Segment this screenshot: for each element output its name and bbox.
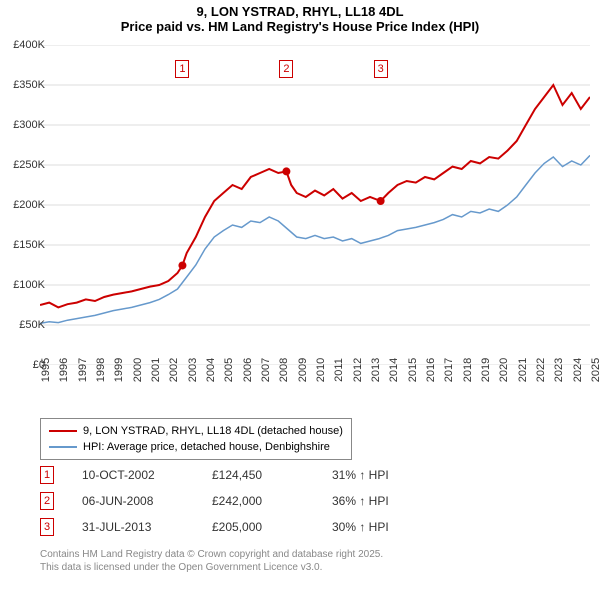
footer: Contains HM Land Registry data © Crown c… [40, 548, 383, 574]
y-tick-label: £200K [13, 199, 45, 211]
x-tick-label: 2000 [132, 358, 144, 382]
x-tick-label: 2019 [480, 358, 492, 382]
x-tick-label: 2018 [462, 358, 474, 382]
title-block: 9, LON YSTRAD, RHYL, LL18 4DL Price paid… [0, 0, 600, 36]
y-tick-label: £400K [13, 39, 45, 51]
x-tick-label: 1999 [113, 358, 125, 382]
chart-svg [40, 45, 590, 365]
x-tick-label: 2013 [370, 358, 382, 382]
legend-item: HPI: Average price, detached house, Denb… [49, 439, 343, 455]
x-tick-label: 1995 [40, 358, 52, 382]
chart-marker-1: 1 [175, 60, 189, 78]
title-address: 9, LON YSTRAD, RHYL, LL18 4DL [0, 4, 600, 19]
legend-swatch [49, 430, 77, 432]
legend-item: 9, LON YSTRAD, RHYL, LL18 4DL (detached … [49, 423, 343, 439]
x-tick-label: 2020 [498, 358, 510, 382]
x-tick-label: 2005 [223, 358, 235, 382]
title-subtitle: Price paid vs. HM Land Registry's House … [0, 19, 600, 34]
x-tick-label: 2017 [443, 358, 455, 382]
transaction-marker: 2 [40, 492, 54, 510]
transaction-marker: 1 [40, 466, 54, 484]
legend-swatch [49, 446, 77, 448]
x-tick-label: 2023 [553, 358, 565, 382]
x-tick-label: 2008 [278, 358, 290, 382]
legend-label: 9, LON YSTRAD, RHYL, LL18 4DL (detached … [83, 425, 343, 437]
x-tick-label: 1998 [95, 358, 107, 382]
transaction-row: 2 06-JUN-2008£242,00036% ↑ HPI [40, 488, 452, 514]
y-tick-label: £50K [19, 319, 45, 331]
x-tick-label: 2025 [590, 358, 600, 382]
x-tick-label: 2012 [352, 358, 364, 382]
legend-label: HPI: Average price, detached house, Denb… [83, 441, 330, 453]
transaction-date: 06-JUN-2008 [82, 494, 212, 508]
transaction-pct: 31% ↑ HPI [332, 468, 452, 482]
chart-marker-2: 2 [279, 60, 293, 78]
x-tick-label: 2014 [388, 358, 400, 382]
chart-area [40, 45, 590, 365]
transaction-row: 1 10-OCT-2002£124,45031% ↑ HPI [40, 462, 452, 488]
y-tick-label: £100K [13, 279, 45, 291]
chart-container: 9, LON YSTRAD, RHYL, LL18 4DL Price paid… [0, 0, 600, 590]
x-tick-label: 2003 [187, 358, 199, 382]
transaction-date: 10-OCT-2002 [82, 468, 212, 482]
x-tick-label: 2021 [517, 358, 529, 382]
x-tick-label: 2007 [260, 358, 272, 382]
x-tick-label: 2001 [150, 358, 162, 382]
x-tick-label: 2016 [425, 358, 437, 382]
legend: 9, LON YSTRAD, RHYL, LL18 4DL (detached … [40, 418, 352, 460]
y-tick-label: £350K [13, 79, 45, 91]
x-tick-label: 1996 [58, 358, 70, 382]
transaction-date: 31-JUL-2013 [82, 520, 212, 534]
transaction-pct: 30% ↑ HPI [332, 520, 452, 534]
x-tick-label: 2002 [168, 358, 180, 382]
x-tick-label: 2004 [205, 358, 217, 382]
transaction-marker: 3 [40, 518, 54, 536]
transaction-price: £205,000 [212, 520, 332, 534]
y-tick-label: £300K [13, 119, 45, 131]
x-tick-label: 2022 [535, 358, 547, 382]
x-tick-label: 2024 [572, 358, 584, 382]
footer-line1: Contains HM Land Registry data © Crown c… [40, 548, 383, 561]
transactions-table: 1 10-OCT-2002£124,45031% ↑ HPI 2 06-JUN-200… [40, 462, 452, 540]
y-tick-label: £150K [13, 239, 45, 251]
x-tick-label: 2011 [333, 358, 345, 382]
transaction-price: £124,450 [212, 468, 332, 482]
transaction-price: £242,000 [212, 494, 332, 508]
transaction-row: 3 31-JUL-2013£205,00030% ↑ HPI [40, 514, 452, 540]
x-tick-label: 2010 [315, 358, 327, 382]
y-tick-label: £250K [13, 159, 45, 171]
x-tick-label: 2006 [242, 358, 254, 382]
footer-line2: This data is licensed under the Open Gov… [40, 561, 383, 574]
x-tick-label: 2015 [407, 358, 419, 382]
x-tick-label: 2009 [297, 358, 309, 382]
transaction-pct: 36% ↑ HPI [332, 494, 452, 508]
x-tick-label: 1997 [77, 358, 89, 382]
chart-marker-3: 3 [374, 60, 388, 78]
